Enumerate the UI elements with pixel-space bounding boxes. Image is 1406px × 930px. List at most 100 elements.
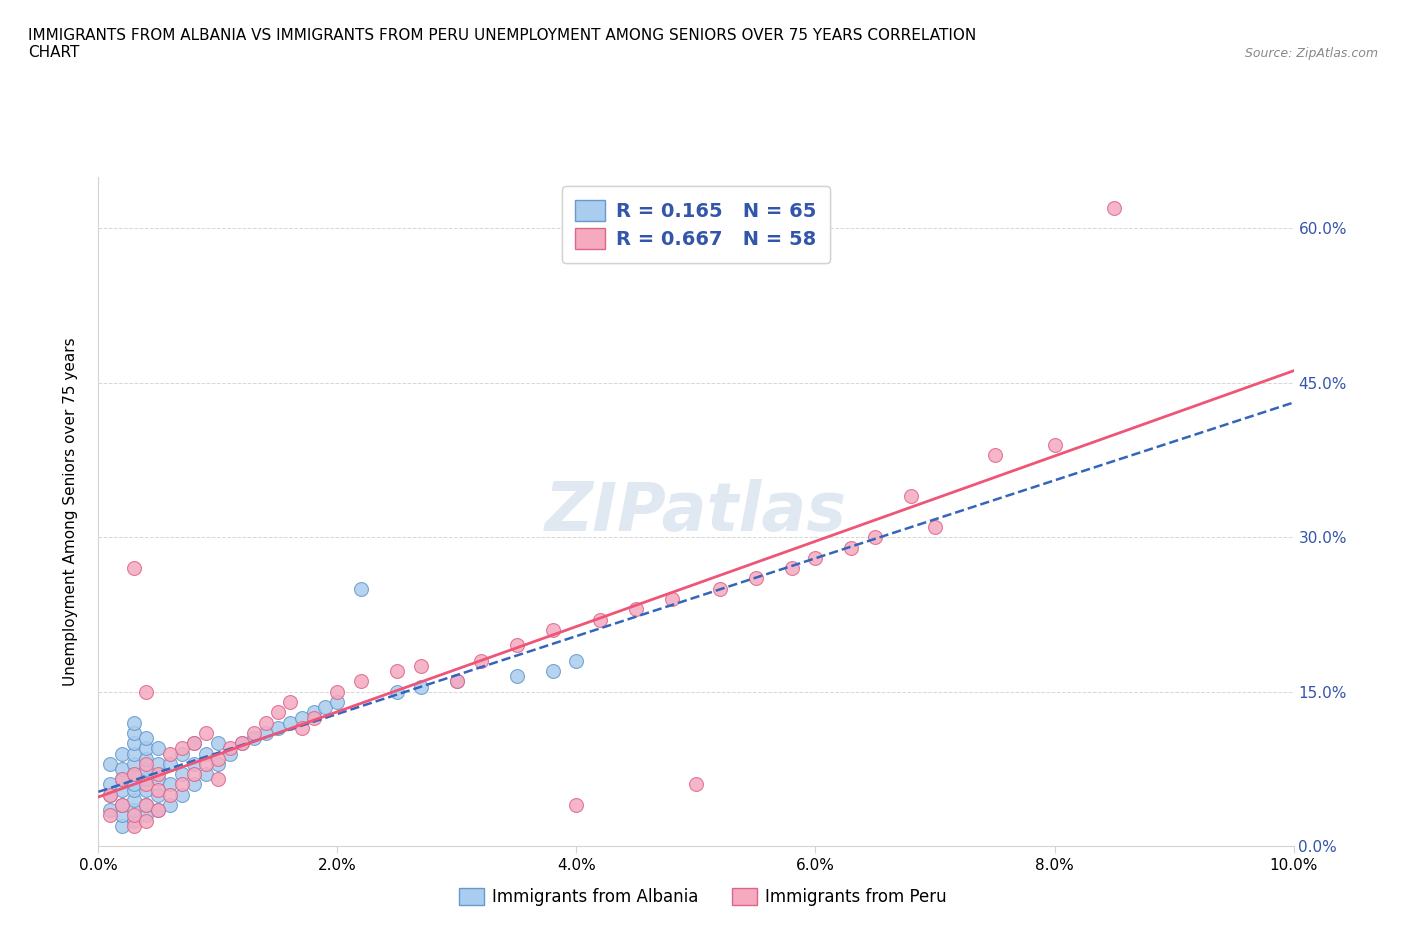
Point	[291, 721, 314, 736]
Point	[207, 772, 229, 787]
Text: Source: ZipAtlas.com: Source: ZipAtlas.com	[1244, 46, 1378, 60]
Point	[924, 520, 946, 535]
Point	[745, 571, 768, 586]
Point	[100, 788, 122, 803]
Y-axis label: Unemployment Among Seniors over 75 years: Unemployment Among Seniors over 75 years	[63, 338, 77, 685]
Point	[172, 741, 194, 756]
Point	[780, 561, 803, 576]
Point	[267, 721, 290, 736]
Point	[195, 725, 218, 740]
Point	[219, 741, 242, 756]
Point	[148, 741, 170, 756]
Point	[626, 602, 648, 617]
Point	[111, 746, 134, 761]
Point	[135, 782, 157, 797]
Point	[159, 798, 181, 813]
Point	[254, 725, 277, 740]
Point	[865, 530, 887, 545]
Point	[219, 746, 242, 761]
Point	[183, 766, 205, 781]
Point	[506, 669, 529, 684]
Point	[135, 762, 157, 777]
Point	[100, 777, 122, 792]
Point	[124, 818, 146, 833]
Point	[135, 798, 157, 813]
Point	[278, 695, 301, 710]
Point	[111, 772, 134, 787]
Point	[135, 813, 157, 828]
Legend: R = 0.165   N = 65, R = 0.667   N = 58: R = 0.165 N = 65, R = 0.667 N = 58	[562, 186, 830, 263]
Point	[172, 746, 194, 761]
Point	[231, 736, 253, 751]
Point	[148, 803, 170, 817]
Point	[541, 622, 564, 637]
Point	[159, 756, 181, 771]
Point	[111, 808, 134, 823]
Point	[159, 777, 181, 792]
Point	[183, 736, 205, 751]
Point	[278, 715, 301, 730]
Point	[685, 777, 707, 792]
Point	[411, 679, 433, 694]
Point	[326, 684, 349, 699]
Point	[589, 612, 612, 627]
Point	[124, 777, 146, 792]
Point	[1104, 200, 1126, 215]
Point	[148, 756, 170, 771]
Point	[135, 751, 157, 766]
Point	[541, 664, 564, 679]
Point	[148, 788, 170, 803]
Point	[565, 798, 588, 813]
Point	[124, 792, 146, 807]
Point	[195, 746, 218, 761]
Point	[411, 658, 433, 673]
Point	[172, 788, 194, 803]
Point	[183, 756, 205, 771]
Point	[302, 705, 325, 720]
Point	[172, 777, 194, 792]
Point	[159, 746, 181, 761]
Text: IMMIGRANTS FROM ALBANIA VS IMMIGRANTS FROM PERU UNEMPLOYMENT AMONG SENIORS OVER : IMMIGRANTS FROM ALBANIA VS IMMIGRANTS FR…	[28, 28, 976, 60]
Point	[100, 788, 122, 803]
Point	[135, 684, 157, 699]
Point	[148, 782, 170, 797]
Point	[804, 551, 827, 565]
Point	[350, 674, 373, 689]
Point	[709, 581, 731, 596]
Point	[111, 798, 134, 813]
Legend: Immigrants from Albania, Immigrants from Peru: Immigrants from Albania, Immigrants from…	[453, 881, 953, 912]
Point	[231, 736, 253, 751]
Point	[984, 447, 1007, 462]
Point	[135, 808, 157, 823]
Point	[124, 766, 146, 781]
Point	[124, 725, 146, 740]
Point	[124, 736, 146, 751]
Point	[124, 561, 146, 576]
Point	[124, 782, 146, 797]
Point	[100, 756, 122, 771]
Point	[148, 803, 170, 817]
Point	[111, 818, 134, 833]
Point	[446, 674, 468, 689]
Point	[302, 711, 325, 725]
Point	[135, 741, 157, 756]
Point	[243, 725, 266, 740]
Point	[111, 772, 134, 787]
Point	[385, 684, 409, 699]
Point	[291, 711, 314, 725]
Point	[124, 756, 146, 771]
Point	[148, 772, 170, 787]
Point	[841, 540, 863, 555]
Point	[900, 488, 922, 503]
Point	[183, 777, 205, 792]
Point	[661, 591, 683, 606]
Point	[172, 766, 194, 781]
Point	[124, 715, 146, 730]
Point	[135, 731, 157, 746]
Point	[135, 798, 157, 813]
Point	[565, 654, 588, 669]
Point	[446, 674, 468, 689]
Point	[111, 798, 134, 813]
Point	[207, 756, 229, 771]
Point	[195, 756, 218, 771]
